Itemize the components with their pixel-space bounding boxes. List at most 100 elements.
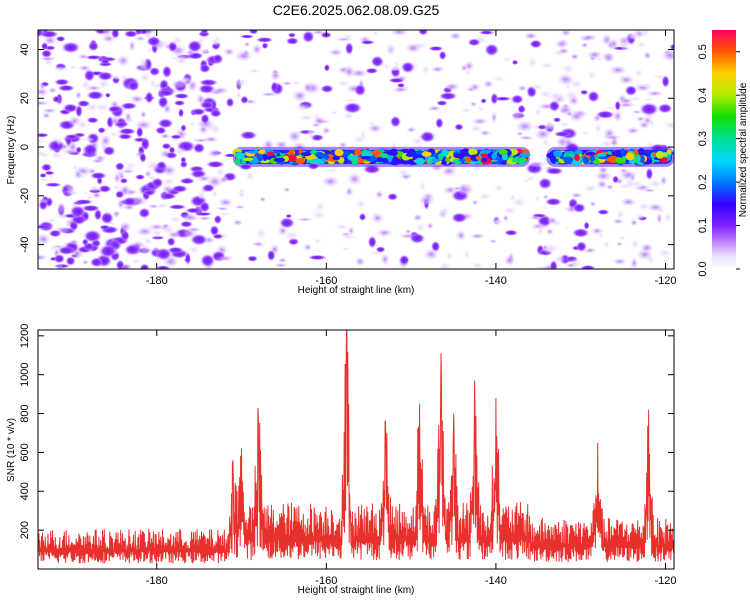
noise-blob [597, 165, 610, 175]
colorbar-tick-label: 0.0 [697, 261, 709, 276]
noise-blob [40, 42, 49, 51]
noise-blob [65, 256, 76, 266]
noise-blob [537, 177, 553, 190]
noise-blob [389, 115, 402, 128]
noise-blob [90, 239, 102, 248]
snr-y-axis: 200 400 600 800 1000 1200 [19, 324, 674, 539]
noise-blob [634, 213, 646, 220]
noise-blob [612, 110, 623, 123]
noise-blob [346, 172, 363, 186]
signal-spot [273, 150, 281, 154]
noise-blob [321, 126, 331, 135]
noise-blob [143, 189, 156, 196]
noise-blob [418, 195, 435, 206]
noise-blob [121, 165, 137, 172]
noise-blob [186, 121, 197, 127]
noise-blob [458, 107, 475, 114]
noise-blob [617, 74, 636, 85]
noise-blob [636, 248, 654, 261]
noise-blob [253, 226, 269, 241]
noise-blob [156, 160, 168, 171]
noise-blob [245, 67, 264, 74]
noise-blob [320, 175, 340, 188]
noise-blob [624, 84, 638, 97]
noise-blob [69, 239, 80, 245]
noise-blob [375, 228, 394, 237]
noise-blob [140, 136, 151, 151]
signal-spot [574, 149, 583, 155]
noise-blob [622, 177, 638, 191]
noise-blob [291, 89, 308, 103]
noise-blob [86, 184, 103, 192]
noise-blob [180, 213, 200, 222]
noise-blob [194, 211, 213, 217]
noise-blob [233, 204, 246, 210]
noise-blob [419, 130, 436, 143]
snr-series-line [38, 330, 674, 564]
noise-blob [302, 81, 314, 94]
noise-blob [266, 249, 276, 262]
x-tick-label: -160 [315, 275, 337, 287]
noise-blob [463, 60, 475, 72]
y-tick-label: 200 [19, 521, 31, 539]
noise-blob [143, 159, 161, 173]
signal-spot [414, 157, 425, 165]
noise-blob [450, 212, 468, 224]
signal-spot [498, 149, 508, 155]
signal-spot [453, 153, 465, 159]
noise-blob [82, 143, 99, 157]
noise-blob [469, 82, 481, 92]
noise-blob [633, 67, 644, 79]
noise-blob [540, 205, 550, 211]
noise-blob [602, 239, 611, 250]
noise-blob [285, 37, 300, 45]
noise-blob [418, 30, 429, 36]
signal-spot [637, 148, 645, 156]
noise-blob [169, 134, 183, 140]
noise-blob [177, 107, 185, 118]
noise-blob [578, 130, 592, 135]
noise-blob [503, 229, 519, 236]
noise-blob [62, 103, 79, 113]
noise-blob [579, 264, 596, 269]
noise-blob [542, 119, 559, 131]
noise-blob [367, 123, 383, 134]
noise-blob [490, 217, 506, 227]
noise-blob [399, 173, 413, 181]
noise-blob [490, 110, 498, 125]
noise-blob [541, 136, 551, 149]
x-tick-label: -140 [485, 275, 507, 287]
noise-blob [323, 63, 331, 72]
x-tick-label: -160 [315, 575, 337, 587]
noise-blob [168, 55, 180, 61]
noise-blob [386, 44, 395, 53]
noise-blob [344, 41, 354, 56]
noise-blob [112, 209, 122, 219]
noise-blob [123, 30, 139, 38]
noise-blob [150, 227, 164, 240]
noise-blob [511, 59, 519, 66]
noise-blob [589, 200, 597, 208]
noise-blob [370, 55, 385, 68]
noise-blob [110, 115, 120, 127]
noise-blob [615, 208, 626, 222]
noise-blob [167, 204, 187, 210]
noise-blob [525, 56, 540, 70]
noise-blob [586, 70, 598, 81]
noise-blob [612, 175, 620, 184]
noise-blob [358, 212, 367, 222]
noise-blob [618, 40, 632, 51]
signal-spot [421, 151, 432, 157]
noise-blob [41, 107, 58, 114]
noise-blob [484, 43, 500, 57]
noise-blob [100, 211, 115, 225]
noise-blob [122, 262, 133, 269]
noise-blob [48, 150, 65, 160]
noise-blob [418, 179, 427, 194]
noise-blob [558, 121, 571, 128]
signal-spot [517, 156, 526, 165]
noise-blob [89, 257, 104, 268]
noise-blob [414, 222, 426, 234]
signal-spot [475, 155, 481, 160]
noise-blob [442, 82, 462, 92]
